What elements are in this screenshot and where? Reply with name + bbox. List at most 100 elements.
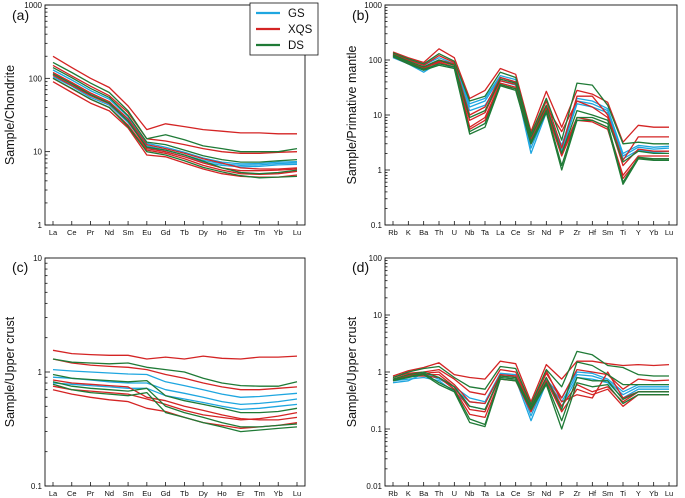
series-line-xqs: [392, 55, 669, 176]
y-tick-label: 100: [369, 56, 383, 65]
x-tick-label-ba: Ba: [419, 489, 429, 498]
x-tick-label-zr: Zr: [573, 228, 581, 237]
series-line-ds: [392, 52, 669, 145]
x-tick-label-la: La: [49, 228, 58, 237]
series-line-xqs: [52, 64, 298, 154]
x-tick-label-ho: Ho: [217, 489, 227, 498]
x-tick-label-dy: Dy: [199, 228, 208, 237]
x-tick-label-er: Er: [237, 489, 245, 498]
x-tick-label-lu: Lu: [293, 489, 301, 498]
panel-d: 0.01 0.1 1 10 100 Rb K Ba Th U Nb Ta La Ce Sr Nd P Zr Hf Sm…: [345, 254, 678, 498]
x-tick-label-th: Th: [435, 228, 444, 237]
x-tick-label-la: La: [496, 228, 505, 237]
series-line-ds: [52, 358, 298, 387]
series-line-xqs: [52, 71, 298, 170]
x-tick-label-tm: Tm: [254, 489, 265, 498]
x-tick-label-sr: Sr: [527, 489, 535, 498]
x-tick-label-sm: Sm: [602, 228, 613, 237]
x-tick-label-ti: Ti: [620, 228, 626, 237]
x-tick-label-hf: Hf: [589, 489, 597, 498]
x-tick-label-lu: Lu: [293, 228, 301, 237]
legend-label-xqs: XQS: [288, 24, 313, 36]
x-tick-label-tb: Tb: [180, 489, 189, 498]
legend: GS XQS DS: [249, 2, 319, 56]
x-tick-label-sm: Sm: [122, 489, 133, 498]
series-line-xqs: [52, 379, 298, 421]
x-tick-label-tb: Tb: [180, 228, 189, 237]
x-tick-label-eu: Eu: [142, 489, 151, 498]
series-line-ds: [392, 350, 669, 406]
series-line-ds: [52, 61, 298, 153]
series-line-gs: [52, 69, 298, 165]
x-tick-label-tm: Tm: [254, 228, 265, 237]
series-line-xqs: [52, 349, 298, 360]
panel-a: 1 10 100 1000 La Ce Pr Nd Sm Eu Gd Tb Dy Ho Er Tm Yb Lu (a…: [3, 1, 306, 237]
y-tick-label: 0.01: [366, 482, 382, 491]
x-tick-label-p: P: [559, 228, 564, 237]
y-tick-label: 10: [373, 111, 382, 120]
y-tick-label: 0.1: [371, 425, 383, 434]
x-tick-label-sm: Sm: [602, 489, 613, 498]
x-tick-label-zr: Zr: [573, 489, 581, 498]
x-tick-label-sr: Sr: [527, 228, 535, 237]
x-tick-label-ce: Ce: [67, 228, 77, 237]
x-tick-label-la: La: [496, 489, 505, 498]
y-axis-label: Sample/Primative mantle: [345, 45, 359, 184]
panel-label: (d): [352, 259, 369, 275]
y-tick-label: 0.1: [31, 482, 43, 491]
x-tick-label-th: Th: [435, 489, 444, 498]
x-tick-label-ce: Ce: [511, 228, 521, 237]
x-tick-label-y: Y: [636, 489, 641, 498]
series-line-ds: [392, 373, 669, 430]
series-line-ds: [52, 67, 298, 163]
panel-label: (b): [352, 7, 369, 23]
x-tick-label-ho: Ho: [217, 228, 227, 237]
x-tick-label-rb: Rb: [388, 228, 398, 237]
x-tick-label-yb: Yb: [274, 228, 283, 237]
series-line-ds: [392, 55, 669, 183]
x-tick-label-nb: Nb: [465, 228, 475, 237]
x-tick-label-ce: Ce: [67, 489, 77, 498]
x-tick-label-ta: Ta: [481, 489, 490, 498]
y-tick-label: 1: [378, 368, 383, 377]
plot-frame: [44, 4, 306, 226]
series-line-ds: [392, 56, 669, 185]
x-tick-label-hf: Hf: [589, 228, 597, 237]
panel-c: 0.1 1 10 La Ce Pr Nd Sm Eu Gd Tb Dy Ho Er Tm Yb Lu (c) Sam…: [3, 254, 306, 498]
y-tick-label: 1: [38, 368, 43, 377]
x-tick-label-nd: Nd: [105, 228, 115, 237]
series-line-ds: [52, 381, 298, 428]
y-tick-label: 1000: [24, 1, 42, 10]
series-line-xqs: [392, 360, 670, 403]
y-tick-label: 100: [29, 74, 43, 83]
y-axis-label: Sample/Upper crust: [3, 316, 17, 427]
panel-label: (a): [12, 7, 29, 23]
y-tick-label: 10: [373, 311, 382, 320]
x-tick-label-nb: Nb: [465, 489, 475, 498]
x-tick-label-k: K: [406, 489, 411, 498]
x-tick-label-gd: Gd: [161, 489, 171, 498]
plot-frame: [384, 4, 678, 226]
series-line-ds: [52, 73, 298, 175]
y-tick-label: 0.1: [371, 221, 383, 230]
series-line-ds: [52, 383, 298, 433]
series-line-xqs: [52, 358, 298, 391]
x-tick-label-ti: Ti: [620, 489, 626, 498]
legend-label-ds: DS: [288, 40, 304, 52]
x-tick-label-nd: Nd: [105, 489, 115, 498]
x-tick-label-yb: Yb: [274, 489, 283, 498]
x-tick-label-yb: Yb: [649, 489, 658, 498]
x-tick-label-ce: Ce: [511, 489, 521, 498]
x-tick-label-pr: Pr: [87, 228, 95, 237]
x-tick-label-p: P: [559, 489, 564, 498]
series-line-ds: [52, 77, 298, 179]
legend-label-gs: GS: [288, 8, 305, 20]
y-axis-label: Sample/Upper crust: [345, 316, 359, 427]
x-tick-label-yb: Yb: [649, 228, 658, 237]
series-line-ds: [392, 372, 669, 426]
x-tick-label-eu: Eu: [142, 228, 151, 237]
y-tick-label: 1: [38, 221, 43, 230]
x-tick-label-dy: Dy: [199, 489, 208, 498]
panel-b: 0.1 1 10 100 1000 Rb K Ba Th U Nb Ta La Ce Sr Nd P Zr Hf Sm…: [345, 1, 678, 237]
